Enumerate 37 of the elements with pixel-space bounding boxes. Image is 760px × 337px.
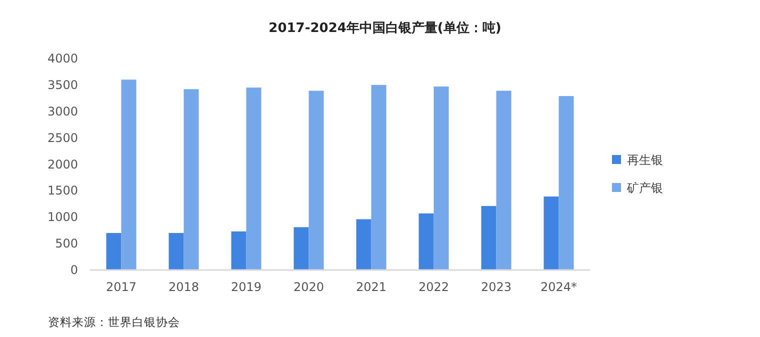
- y-tick-label: 0: [70, 263, 78, 277]
- bar: [294, 227, 309, 270]
- bar: [246, 88, 262, 270]
- chart-title: 2017-2024年中国白银产量(单位：吨): [268, 20, 502, 36]
- bar: [496, 90, 512, 270]
- bar: [544, 196, 559, 270]
- bar: [168, 232, 184, 270]
- x-tick-label: 2021: [356, 280, 387, 294]
- bar: [121, 80, 136, 270]
- y-tick-label: 3000: [47, 104, 78, 118]
- legend-label: 再生银: [627, 153, 663, 167]
- x-tick-label: 2024*: [540, 280, 578, 294]
- x-tick-label: 2017: [106, 280, 137, 294]
- bar: [231, 231, 246, 270]
- bar: [558, 96, 574, 270]
- bar: [434, 86, 449, 270]
- y-tick-label: 4000: [47, 52, 78, 66]
- y-tick-label: 2500: [47, 130, 78, 145]
- y-tick-label: 500: [55, 236, 78, 251]
- text: 资料来源：世界白银协会: [48, 315, 180, 329]
- x-tick-label: 2018: [168, 280, 200, 294]
- y-tick-label: 3500: [47, 78, 78, 92]
- legend-label: 矿产银: [626, 181, 663, 195]
- bar: [418, 213, 434, 270]
- bar: [308, 90, 324, 270]
- y-tick-label: 1000: [47, 210, 78, 224]
- x-tick-label: 2020: [293, 280, 324, 294]
- y-tick-label: 1500: [47, 184, 78, 198]
- bar: [106, 232, 122, 270]
- x-tick-label: 2019: [230, 280, 262, 294]
- bar: [184, 89, 199, 270]
- bar: [371, 84, 386, 270]
- x-tick-label: 2022: [418, 280, 450, 294]
- bar: [356, 219, 372, 270]
- x-tick-label: 2023: [480, 280, 512, 294]
- y-tick-label: 2000: [47, 157, 78, 172]
- bar: [481, 206, 496, 270]
